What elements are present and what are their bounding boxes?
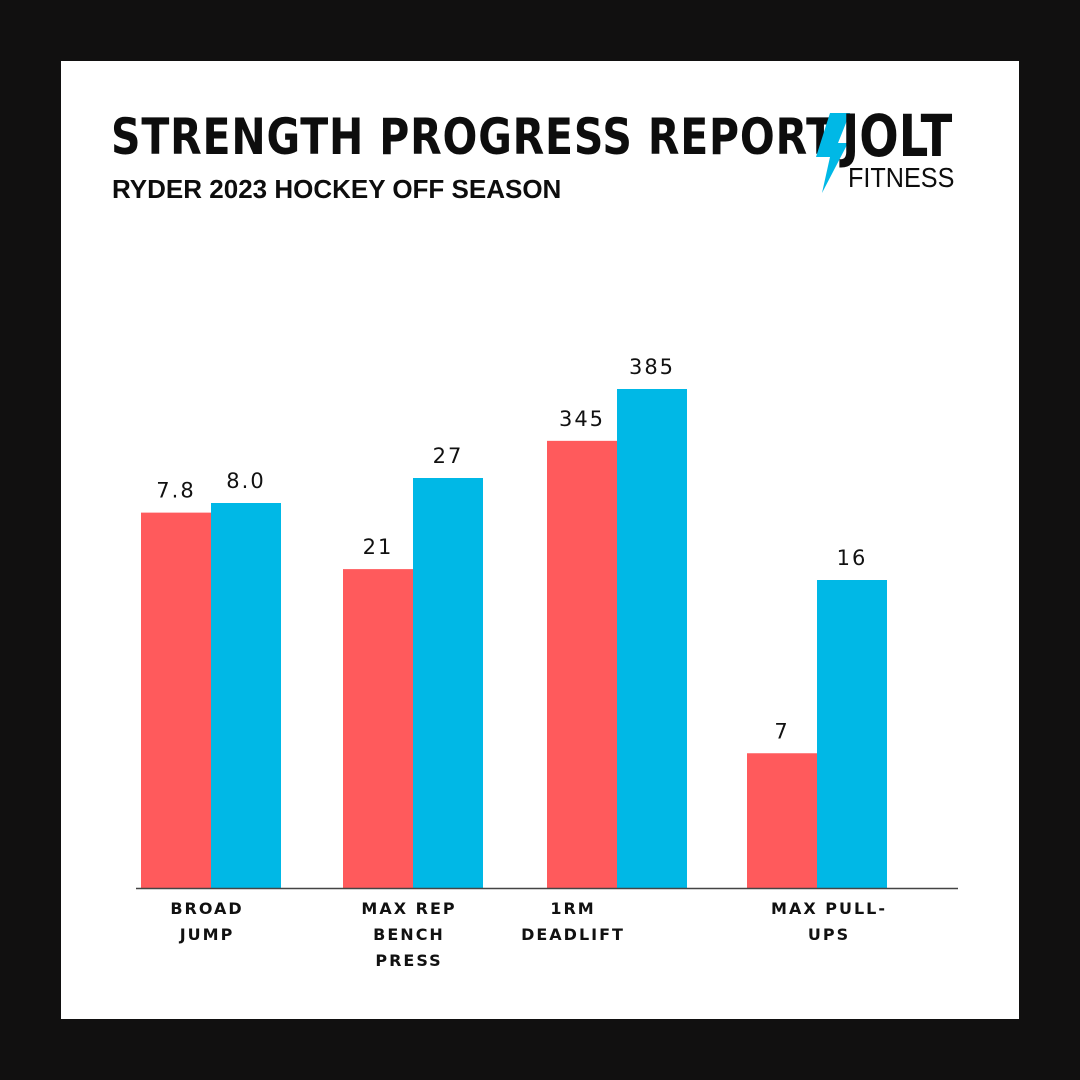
category-label-2-line-1: DEADLIFT <box>521 925 625 944</box>
bar-after-1 <box>413 478 483 888</box>
data-label-before-1: 21 <box>363 535 394 559</box>
logo-wordmark: JOLT <box>842 102 953 170</box>
category-label-0-line-1: JUMP <box>179 925 235 944</box>
bar-after-0 <box>211 503 281 888</box>
page-title: STRENGTH PROGRESS REPORT <box>111 108 835 166</box>
category-label-0-line-0: BROAD <box>170 899 243 918</box>
bar-after-3 <box>817 580 887 888</box>
category-label-3-line-0: MAX PULL- <box>771 899 887 918</box>
data-label-after-1: 27 <box>433 444 464 468</box>
data-label-before-2: 345 <box>559 407 605 431</box>
bar-after-2 <box>617 389 687 888</box>
data-label-after-2: 385 <box>629 355 675 379</box>
category-label-2-line-0: 1RM <box>550 899 595 918</box>
data-label-before-0: 7.8 <box>156 479 195 503</box>
category-label-1-line-0: MAX REP <box>361 899 456 918</box>
bar-before-1 <box>343 569 413 888</box>
bar-before-0 <box>141 512 211 888</box>
jolt-fitness-logo: JOLT FITNESS <box>816 103 976 199</box>
bar-before-2 <box>547 440 617 888</box>
data-label-after-3: 16 <box>837 546 868 570</box>
data-label-before-3: 7 <box>774 719 789 743</box>
report-card: STRENGTH PROGRESS REPORT RYDER 2023 HOCK… <box>61 61 1019 1019</box>
logo-subtitle: FITNESS <box>848 162 955 193</box>
bar-before-3 <box>747 753 817 888</box>
data-label-after-0: 8.0 <box>226 469 265 493</box>
lightning-bolt-icon <box>816 113 850 193</box>
bar-chart: 7.8 21 345 7 8.0 27 385 16 BROAD JUMP MAX REP BENCH… <box>136 355 958 970</box>
page-subtitle: RYDER 2023 HOCKEY OFF SEASON <box>112 174 562 204</box>
category-label-3-line-1: UPS <box>808 925 850 944</box>
category-label-1-line-1: BENCH <box>373 925 445 944</box>
category-label-1-line-2: PRESS <box>375 951 442 970</box>
